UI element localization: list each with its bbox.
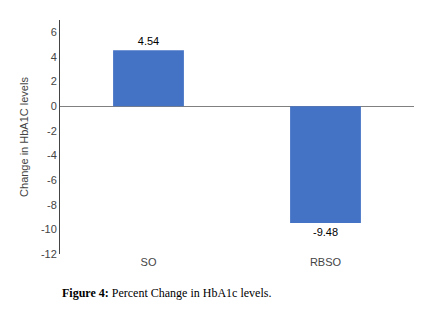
svg-text:Figure 4: Percent Change in Hb: Figure 4: Percent Change in HbA1c levels… bbox=[62, 286, 271, 300]
svg-text:SO: SO bbox=[141, 256, 157, 268]
svg-text:RBSO: RBSO bbox=[310, 256, 342, 268]
svg-text:4.54: 4.54 bbox=[138, 35, 159, 47]
svg-text:-8: -8 bbox=[47, 199, 57, 211]
svg-text:Change in HbA1C levels: Change in HbA1C levels bbox=[18, 77, 30, 197]
svg-text:-12: -12 bbox=[41, 248, 57, 260]
svg-text:-9.48: -9.48 bbox=[313, 226, 338, 238]
svg-text:4: 4 bbox=[51, 51, 57, 63]
svg-text:-4: -4 bbox=[47, 149, 57, 161]
svg-text:-6: -6 bbox=[47, 174, 57, 186]
svg-text:-2: -2 bbox=[47, 125, 57, 137]
svg-text:6: 6 bbox=[51, 26, 57, 38]
svg-text:0: 0 bbox=[51, 100, 57, 112]
svg-text:2: 2 bbox=[51, 75, 57, 87]
svg-text:-10: -10 bbox=[41, 223, 57, 235]
